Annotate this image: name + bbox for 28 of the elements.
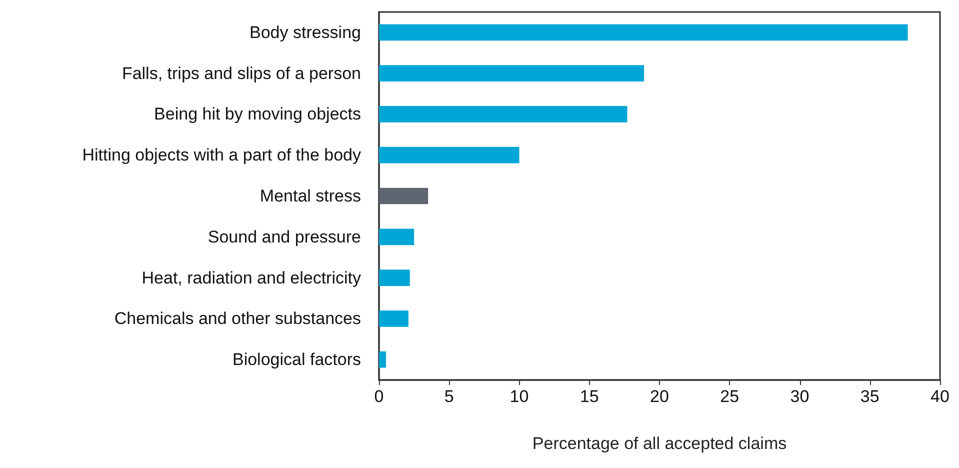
x-tick-label: 10 (510, 387, 529, 406)
y-tick-label: Being hit by moving objects (154, 104, 361, 124)
bar (379, 146, 520, 164)
x-tick-label: 0 (374, 387, 384, 406)
y-tick-label: Heat, radiation and electricity (142, 268, 362, 288)
y-tick-label: Body stressing (250, 22, 361, 42)
bar (379, 270, 410, 286)
y-tick-label: Chemicals and other substances (114, 309, 361, 328)
bar (379, 351, 386, 368)
y-tick-label: Sound and pressure (208, 227, 361, 246)
bar (379, 65, 644, 82)
x-tick-label: 15 (580, 387, 599, 406)
x-axis-title: Percentage of all accepted claims (532, 434, 787, 453)
y-tick-label: Falls, trips and slips of a person (122, 64, 361, 83)
y-tick-label: Mental stress (260, 186, 361, 206)
x-tick-label: 35 (860, 387, 880, 406)
x-tick-label: 40 (930, 387, 950, 406)
x-tick-label: 5 (444, 387, 454, 406)
x-tick-label: 30 (790, 387, 810, 406)
bar (379, 188, 428, 204)
x-tick-label: 20 (650, 387, 669, 406)
bar (379, 228, 414, 246)
bar (379, 24, 908, 41)
bar (379, 106, 628, 122)
y-tick-label: Hitting objects with a part of the body (82, 146, 362, 165)
y-tick-label: Biological factors (232, 350, 361, 370)
x-tick-label: 25 (720, 387, 740, 406)
bar (379, 310, 408, 327)
